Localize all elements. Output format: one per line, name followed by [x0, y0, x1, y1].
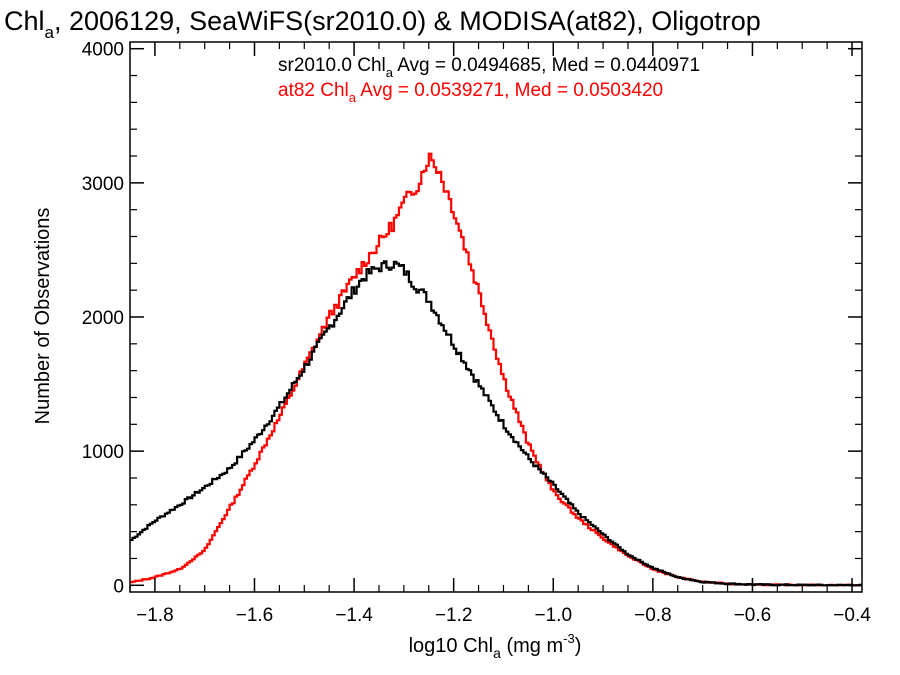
y-tick-label: 1000 — [82, 442, 124, 463]
y-axis-label: Number of Observations — [32, 208, 54, 425]
annotation-at82-part-2: Avg = 0.0539271, Med = 0.0503420 — [356, 80, 663, 101]
x-axis-label-part-1: log10 Chl — [409, 635, 494, 657]
annotation-sr2010-part-1: sr2010.0 Chl — [278, 55, 386, 76]
series-layer — [130, 152, 862, 587]
x-tick-label: −0.8 — [634, 605, 672, 626]
annotation-at82-subscript: a — [349, 90, 357, 105]
x-axis-label-subscript: a — [493, 645, 501, 661]
title-part-1: Chl — [4, 6, 45, 36]
title-part-2: , 2006129, SeaWiFS(sr2010.0) & MODISA(at… — [54, 6, 761, 36]
plot-area: −1.8 −1.6 −1.4 −1.2 −1.0 −0.8 −0.6 −0.4 0 1000 20… — [82, 40, 872, 626]
x-axis-label-superscript: -3 — [563, 631, 575, 646]
y-tick-label: 3000 — [82, 174, 124, 195]
series-line-at82 — [130, 152, 862, 587]
annotation-sr2010-part-2: Avg = 0.0494685, Med = 0.0440971 — [393, 55, 700, 76]
x-tick-label: −1.2 — [435, 605, 473, 626]
series-line-sr2010 — [130, 260, 862, 587]
annotation-at82: at82 Chla Avg = 0.0539271, Med = 0.05034… — [278, 80, 663, 105]
x-axis-label: log10 Chla (mg m-3) — [409, 631, 582, 661]
x-axis-label-part-3: ) — [575, 635, 582, 657]
x-tick-label: −1.0 — [535, 605, 573, 626]
chart-title: Chla, 2006129, SeaWiFS(sr2010.0) & MODIS… — [4, 6, 761, 42]
x-tick-label: −1.4 — [335, 605, 373, 626]
plot-frame — [129, 41, 863, 593]
title-subscript: a — [45, 23, 55, 42]
annotation-sr2010: sr2010.0 Chla Avg = 0.0494685, Med = 0.0… — [278, 55, 700, 80]
y-tick-label: 4000 — [82, 40, 124, 61]
x-tick-label: −1.6 — [236, 605, 274, 626]
x-tick-label: −1.8 — [136, 605, 174, 626]
annotation-at82-part-1: at82 Chl — [278, 80, 349, 101]
y-axis-ticks: 0 1000 2000 3000 4000 — [82, 40, 862, 597]
y-tick-label: 0 — [113, 576, 124, 597]
x-tick-label: −0.6 — [734, 605, 772, 626]
x-tick-label: −0.4 — [833, 605, 871, 626]
y-tick-label: 2000 — [82, 308, 124, 329]
annotation-sr2010-subscript: a — [386, 65, 394, 80]
x-axis-ticks: −1.8 −1.6 −1.4 −1.2 −1.0 −0.8 −0.6 −0.4 — [129, 42, 871, 626]
x-axis-label-part-2: (mg m — [501, 635, 563, 657]
